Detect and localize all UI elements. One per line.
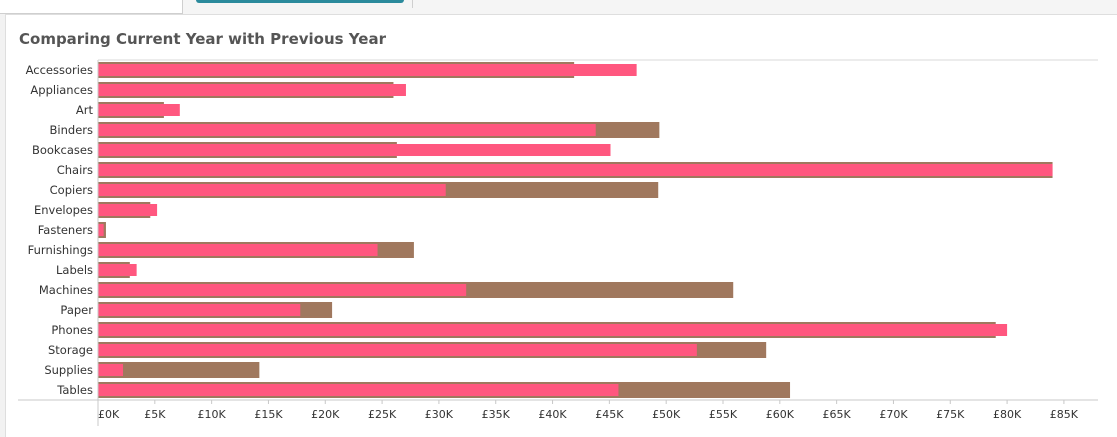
bar-current-storage[interactable] bbox=[98, 344, 697, 356]
category-label-bookcases: Bookcases bbox=[32, 143, 93, 157]
category-label-furnishings: Furnishings bbox=[28, 243, 93, 257]
bar-current-copiers[interactable] bbox=[98, 184, 446, 196]
category-label-tables: Tables bbox=[56, 383, 93, 397]
x-tick-label: £0K bbox=[98, 408, 120, 421]
x-tick-label: £15K bbox=[254, 408, 283, 421]
category-label-machines: Machines bbox=[39, 283, 93, 297]
toolbar-divider bbox=[412, 0, 413, 8]
category-label-appliances: Appliances bbox=[30, 83, 93, 97]
x-tick-label: £50K bbox=[652, 408, 681, 421]
x-tick-label: £35K bbox=[482, 408, 511, 421]
bar-current-tables[interactable] bbox=[98, 384, 619, 396]
x-tick-label: £20K bbox=[311, 408, 340, 421]
x-tick-label: £65K bbox=[823, 408, 852, 421]
bar-current-chairs[interactable] bbox=[98, 164, 1053, 176]
x-tick-label: £10K bbox=[198, 408, 227, 421]
x-tick-label: £60K bbox=[766, 408, 795, 421]
x-tick-label: £45K bbox=[595, 408, 624, 421]
sheet-tab[interactable] bbox=[0, 0, 183, 14]
category-labels: Accessories Appliances Art Binders Bookcases… bbox=[26, 63, 94, 397]
x-tick-label: £25K bbox=[368, 408, 397, 421]
chart-title: Comparing Current Year with Previous Yea… bbox=[19, 30, 386, 48]
category-label-storage: Storage bbox=[48, 343, 93, 357]
bars-layer bbox=[98, 62, 1053, 398]
bar-previous-supplies[interactable] bbox=[98, 362, 260, 378]
x-tick-label: £5K bbox=[144, 408, 166, 421]
bar-current-accessories[interactable] bbox=[98, 64, 637, 76]
bar-current-supplies[interactable] bbox=[98, 364, 123, 376]
x-tick-label: £40K bbox=[538, 408, 567, 421]
category-label-fasteners: Fasteners bbox=[38, 223, 93, 237]
category-label-labels: Labels bbox=[56, 263, 93, 277]
bar-current-labels[interactable] bbox=[98, 264, 137, 276]
category-label-chairs: Chairs bbox=[57, 163, 93, 177]
bar-current-bookcases[interactable] bbox=[98, 144, 611, 156]
category-label-envelopes: Envelopes bbox=[34, 203, 93, 217]
x-tick-label: £80K bbox=[993, 408, 1022, 421]
category-label-copiers: Copiers bbox=[50, 183, 93, 197]
category-label-supplies: Supplies bbox=[44, 363, 93, 377]
bar-current-furnishings[interactable] bbox=[98, 244, 378, 256]
category-label-art: Art bbox=[76, 103, 94, 117]
bar-current-paper[interactable] bbox=[98, 304, 301, 316]
category-label-binders: Binders bbox=[50, 123, 93, 137]
bar-current-machines[interactable] bbox=[98, 284, 467, 296]
bar-current-phones[interactable] bbox=[98, 324, 1008, 336]
bar-current-art[interactable] bbox=[98, 104, 180, 116]
x-tick-label: £70K bbox=[879, 408, 908, 421]
x-tick-label: £55K bbox=[709, 408, 738, 421]
x-tick-label: £75K bbox=[936, 408, 965, 421]
category-label-phones: Phones bbox=[51, 323, 93, 337]
bar-current-envelopes[interactable] bbox=[98, 204, 158, 216]
x-tick-label: £30K bbox=[425, 408, 454, 421]
bar-current-appliances[interactable] bbox=[98, 84, 406, 96]
bar-current-fasteners[interactable] bbox=[98, 224, 104, 236]
toolbar-control[interactable] bbox=[196, 0, 404, 3]
category-label-paper: Paper bbox=[60, 303, 93, 317]
x-tick-label: £85K bbox=[1050, 408, 1079, 421]
x-axis: £0K £5K £10K £15K £20K £25K £30K £35K £40K £45K £5… bbox=[18, 59, 1098, 426]
bar-current-binders[interactable] bbox=[98, 124, 596, 136]
top-toolbar bbox=[0, 0, 1117, 14]
category-label-accessories: Accessories bbox=[26, 63, 93, 77]
